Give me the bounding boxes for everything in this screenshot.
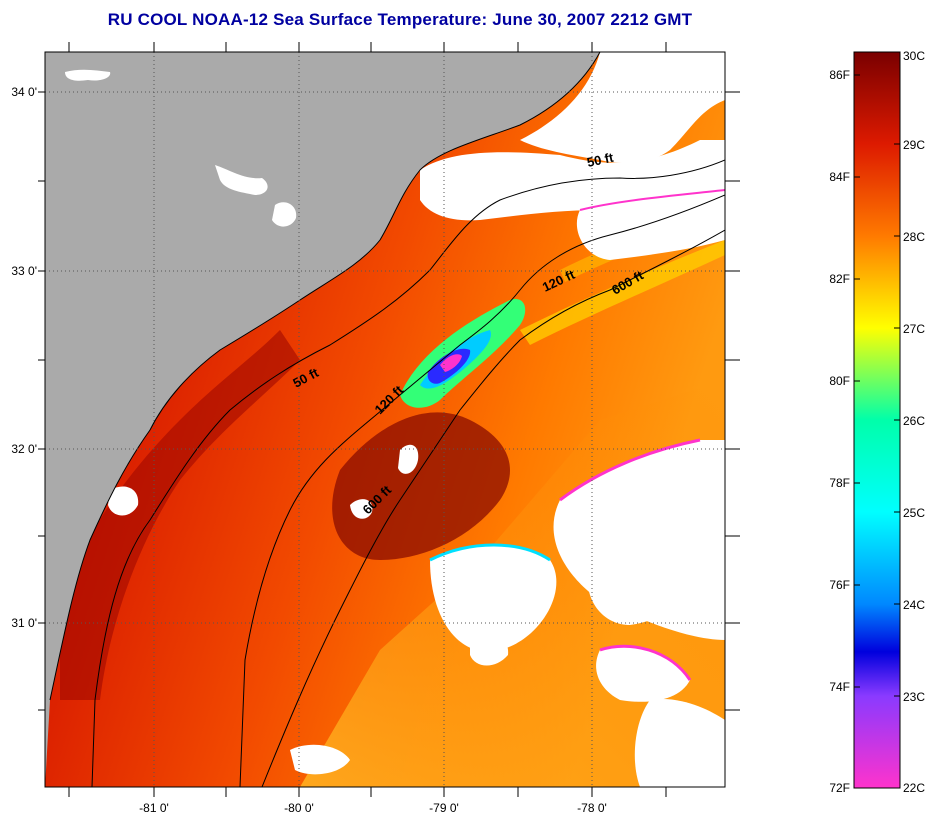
cloud-rim-2 [559, 438, 701, 502]
colorbar-f-label: 84F [829, 170, 850, 184]
lon-label: -79 0' [429, 801, 459, 815]
lat-label: 31 0' [11, 616, 37, 630]
cloud-north-2 [576, 190, 725, 260]
cloud-patches [108, 140, 725, 787]
colorbar-f-label: 74F [829, 680, 850, 694]
cloud-mid-small [470, 635, 509, 666]
contour-label: 50 ft [586, 150, 616, 170]
lake-3 [65, 69, 111, 81]
colorbar-f-label: 82F [829, 272, 850, 286]
cloud-rim-4 [579, 189, 725, 211]
map-title: RU COOL NOAA-12 Sea Surface Temperature:… [107, 10, 693, 29]
colorbar-f-label: 72F [829, 781, 850, 795]
contour-50ft [91, 159, 725, 787]
colorbar-f-label: 76F [829, 578, 850, 592]
colorbar-c-label: 30C [903, 49, 925, 63]
lon-label: -80 0' [284, 801, 314, 815]
colorbar-f-label: 86F [829, 68, 850, 82]
cloud-south [587, 548, 692, 625]
colorbar-c-label: 26C [903, 414, 925, 428]
lon-label: -78 0' [577, 801, 607, 815]
lake-1 [215, 165, 268, 195]
frame-ticks [38, 42, 740, 797]
colorbar-c-label: 29C [903, 138, 925, 152]
cloud-rim-1 [429, 543, 551, 562]
contour-120ft [239, 194, 725, 787]
cloud-rim-cold-pixels [429, 189, 725, 681]
colorbar-f-label: 78F [829, 476, 850, 490]
cloud-bottom [290, 744, 350, 775]
depth-contours [49, 52, 725, 787]
lon-label: -81 0' [139, 801, 169, 815]
cloud-small-2 [350, 499, 373, 519]
graticule [45, 52, 725, 787]
land-mass [45, 52, 600, 787]
map-frame [44, 51, 726, 788]
colorbar-fill [854, 52, 900, 788]
coastline [49, 52, 601, 701]
cold-upwelling-coldest [440, 354, 462, 372]
north-coastal-region [520, 52, 725, 163]
colorbar-c-label: 25C [903, 506, 925, 520]
lat-label: 32 0' [11, 442, 37, 456]
lake-2 [272, 202, 297, 227]
colorbar-c-label: 24C [903, 598, 925, 612]
cloud-small-1 [398, 444, 419, 474]
cloud-left [108, 486, 139, 516]
colorbar-c-label: 28C [903, 230, 925, 244]
cloud-rim-3 [599, 644, 692, 681]
cloud-mid [430, 545, 557, 652]
colorbar-c-label: 22C [903, 781, 925, 795]
lat-label: 33 0' [11, 264, 37, 278]
inland-lakes [65, 69, 297, 227]
lat-label: 34 0' [11, 85, 37, 99]
colorbar: 86F 84F 82F 80F 78F 76F 74F 72F 30C 29C … [829, 49, 925, 795]
cloud-se [596, 646, 690, 702]
colorbar-ticks [854, 51, 900, 697]
contour-600ft [261, 229, 725, 787]
cloud-se-2 [634, 699, 725, 787]
sst-image: 50 ft 120 ft 600 ft 50 ft 120 ft 600 ft [45, 52, 725, 787]
colorbar-c-label: 23C [903, 690, 925, 704]
colorbar-f-label: 80F [829, 374, 850, 388]
nearshore-dark-band [60, 330, 300, 700]
colorbar-c-label: 27C [903, 322, 925, 336]
frontal-streak [520, 240, 725, 345]
